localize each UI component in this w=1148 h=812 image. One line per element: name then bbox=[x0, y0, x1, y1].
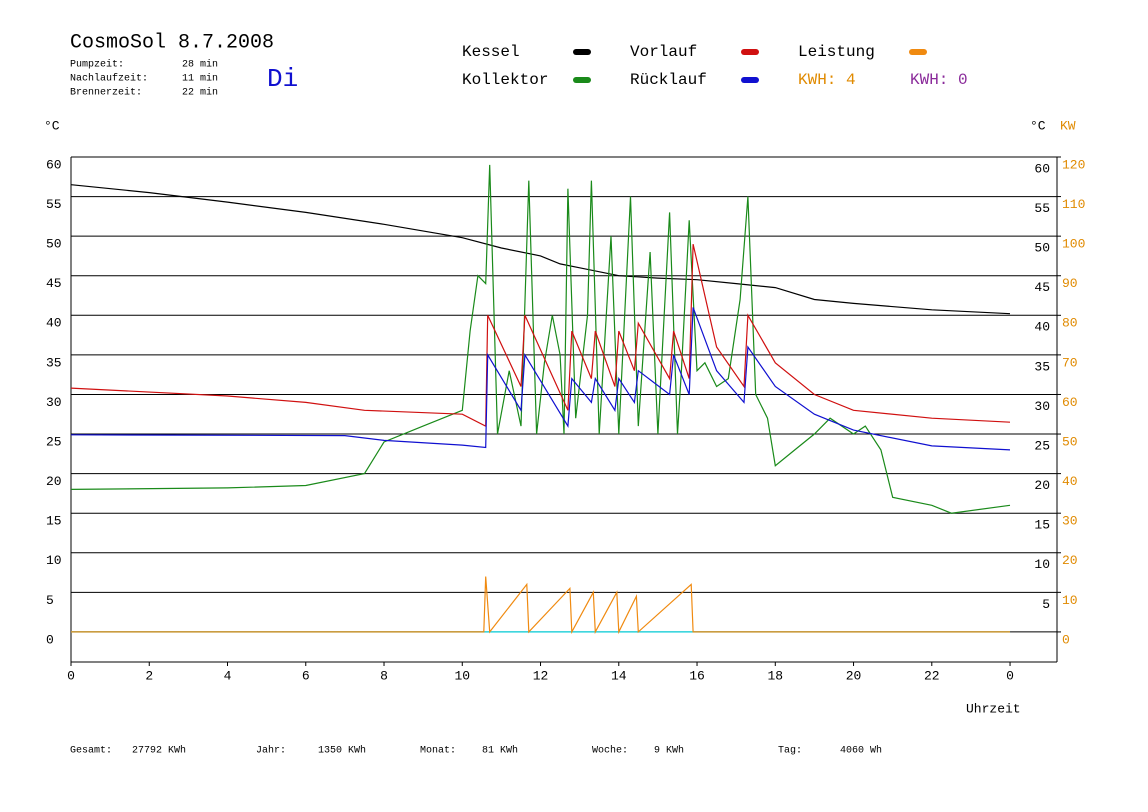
y-right-tick-label: 35 bbox=[1034, 359, 1050, 374]
y-right-tick-label: 40 bbox=[1034, 320, 1050, 335]
y-right-tick-label: 55 bbox=[1034, 201, 1050, 216]
total-value: 27792 KWh bbox=[132, 745, 186, 757]
kwh-label: KWH: 0 bbox=[910, 71, 968, 89]
y-tick-label: 50 bbox=[46, 237, 62, 252]
y-tick-label: 55 bbox=[46, 197, 62, 212]
info-value: 11 min bbox=[182, 73, 218, 85]
x-tick-label: 6 bbox=[302, 668, 310, 683]
y-right-tick-label: 60 bbox=[1034, 161, 1050, 176]
total-label: Woche: bbox=[592, 745, 628, 757]
total-label: Gesamt: bbox=[70, 746, 112, 757]
y2-tick-label: 70 bbox=[1062, 355, 1078, 370]
x-tick-label: 16 bbox=[689, 668, 705, 683]
x-tick-label: 2 bbox=[145, 668, 153, 683]
total-label: Jahr: bbox=[256, 745, 286, 757]
y-tick-label: 10 bbox=[46, 553, 62, 568]
kwh-label: KWH: 4 bbox=[798, 71, 856, 89]
x-axis-label: Uhrzeit bbox=[966, 701, 1021, 716]
total-label: Monat: bbox=[420, 746, 456, 757]
y-tick-label: 15 bbox=[46, 514, 62, 529]
y2-axis-label: KW bbox=[1060, 118, 1076, 133]
y-axis-label: °C bbox=[44, 118, 60, 133]
y-tick-label: 30 bbox=[46, 395, 62, 410]
x-tick-label: 18 bbox=[767, 668, 783, 683]
y2-tick-label: 120 bbox=[1062, 157, 1085, 172]
y-right-tick-label: 25 bbox=[1034, 438, 1050, 453]
series-line bbox=[70, 164, 1011, 514]
y-right-tick-label: 50 bbox=[1034, 241, 1050, 256]
legend-label: Leistung bbox=[798, 43, 875, 61]
total-label: Tag: bbox=[778, 746, 802, 757]
y-tick-label: 0 bbox=[46, 632, 54, 647]
y-tick-label: 5 bbox=[46, 593, 54, 608]
info-value: 28 min bbox=[182, 59, 218, 71]
y-right-tick-label: 45 bbox=[1034, 280, 1050, 295]
y2-tick-label: 40 bbox=[1062, 474, 1078, 489]
x-tick-label: 12 bbox=[533, 668, 549, 683]
y-tick-label: 40 bbox=[46, 316, 62, 331]
info-value: 22 min bbox=[182, 87, 218, 99]
total-value: 9 KWh bbox=[654, 745, 684, 757]
y-right-tick-label: 15 bbox=[1034, 518, 1050, 533]
y2-tick-label: 20 bbox=[1062, 553, 1078, 568]
total-value: 81 KWh bbox=[482, 745, 518, 757]
y-tick-label: 45 bbox=[46, 276, 62, 291]
x-tick-label: 0 bbox=[67, 668, 75, 683]
y-tick-label: 20 bbox=[46, 474, 62, 489]
legend-label: Kessel bbox=[462, 43, 520, 61]
y2-tick-label: 50 bbox=[1062, 434, 1078, 449]
y2-tick-label: 90 bbox=[1062, 276, 1078, 291]
legend-label: Rücklauf bbox=[630, 71, 707, 89]
total-value: 1350 KWh bbox=[318, 745, 366, 757]
x-tick-label: 4 bbox=[224, 668, 232, 683]
x-tick-label: 10 bbox=[454, 668, 470, 683]
y-tick-label: 60 bbox=[46, 157, 62, 172]
y-right-tick-label: 5 bbox=[1042, 597, 1050, 612]
info-label: Brennerzeit: bbox=[70, 87, 142, 99]
y2-tick-label: 80 bbox=[1062, 316, 1078, 331]
y-right-tick-label: 30 bbox=[1034, 399, 1050, 414]
x-tick-label: 8 bbox=[380, 668, 388, 683]
legend-label: Vorlauf bbox=[630, 43, 697, 61]
y-tick-label: 35 bbox=[46, 355, 62, 370]
x-tick-label: 0 bbox=[1006, 668, 1014, 683]
y2-tick-label: 100 bbox=[1062, 237, 1085, 252]
x-tick-label: 14 bbox=[611, 668, 627, 683]
info-label: Nachlaufzeit: bbox=[70, 73, 148, 85]
series-line bbox=[71, 576, 1010, 635]
y-right-tick-label: 10 bbox=[1034, 557, 1050, 572]
y2-tick-label: 30 bbox=[1062, 514, 1078, 529]
y2-tick-label: 60 bbox=[1062, 395, 1078, 410]
info-label: Pumpzeit: bbox=[70, 59, 124, 71]
series-line bbox=[70, 307, 1011, 451]
series-line bbox=[70, 243, 1011, 428]
total-value: 4060 Wh bbox=[840, 745, 882, 757]
x-tick-label: 20 bbox=[846, 668, 862, 683]
x-tick-label: 22 bbox=[924, 668, 940, 683]
y-right-axis-label: °C bbox=[1030, 118, 1046, 133]
chart-title: CosmoSol 8.7.2008 bbox=[70, 31, 274, 54]
series-line bbox=[70, 184, 1011, 315]
y2-tick-label: 0 bbox=[1062, 632, 1070, 647]
y2-tick-label: 10 bbox=[1062, 593, 1078, 608]
y-tick-label: 25 bbox=[46, 434, 62, 449]
weekday: Di bbox=[267, 64, 298, 94]
y2-tick-label: 110 bbox=[1062, 197, 1085, 212]
legend-label: Kollektor bbox=[462, 71, 548, 89]
y-right-tick-label: 20 bbox=[1034, 478, 1050, 493]
